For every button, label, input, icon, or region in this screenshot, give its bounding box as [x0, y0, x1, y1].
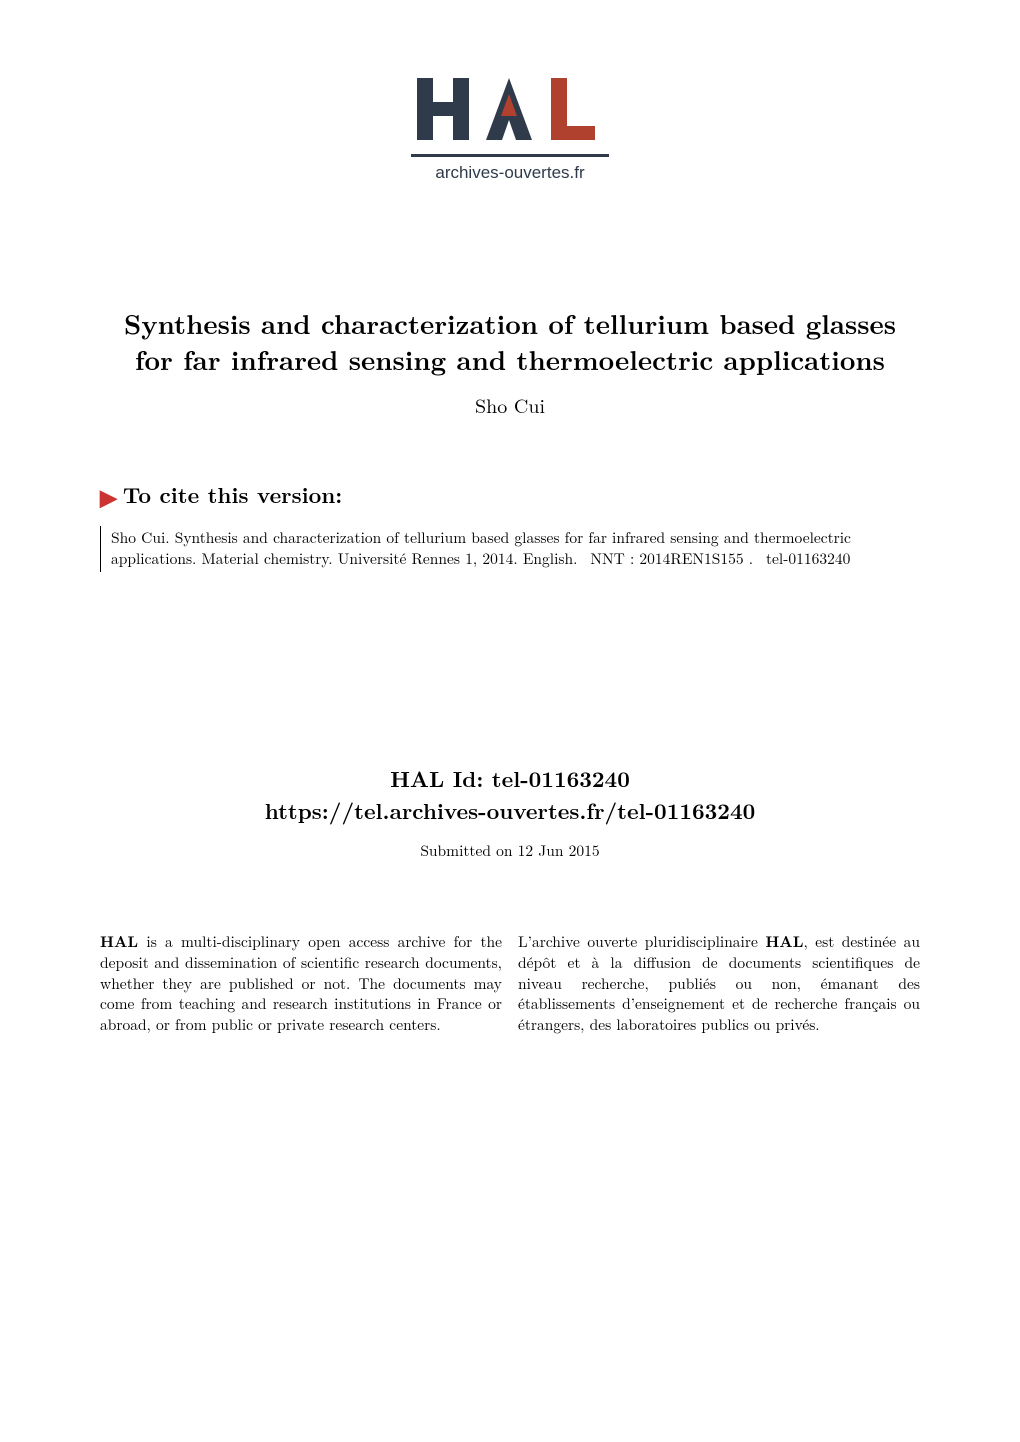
play-icon: ▶: [100, 481, 117, 512]
hal-logo-svg: archives-ouvertes.fr: [405, 70, 615, 190]
hal-url-link[interactable]: https://tel.archives-ouvertes.fr/tel-011…: [265, 795, 756, 826]
page-root: archives-ouvertes.fr Synthesis and chara…: [0, 0, 1020, 1442]
logo-subtext: archives-ouvertes.fr: [435, 163, 585, 182]
license-columns: HAL is a multi-disciplinary open access …: [100, 931, 920, 1037]
hal-id-block: HAL Id: tel-01163240 https://tel.archive…: [100, 762, 920, 861]
hal-id: HAL Id: tel-01163240: [100, 762, 920, 795]
hal-logo: archives-ouvertes.fr: [405, 70, 615, 195]
cite-block: ▶To cite this version: Sho Cui. Synthesi…: [100, 479, 920, 572]
paper-title: Synthesis and characterization of tellur…: [100, 305, 920, 378]
paper-author: Sho Cui: [100, 390, 920, 419]
submitted-date: Submitted on 12 Jun 2015: [100, 840, 920, 861]
license-col-en: HAL is a multi-disciplinary open access …: [100, 931, 502, 1037]
cite-header-text: To cite this version:: [123, 479, 342, 510]
title-block: Synthesis and characterization of tellur…: [100, 305, 920, 419]
cite-header: ▶To cite this version:: [100, 479, 920, 512]
logo-container: archives-ouvertes.fr: [100, 70, 920, 195]
cite-body: Sho Cui. Synthesis and characterization …: [100, 526, 920, 572]
license-col-fr: L’archive ouverte pluridisciplinaire HAL…: [518, 931, 920, 1037]
